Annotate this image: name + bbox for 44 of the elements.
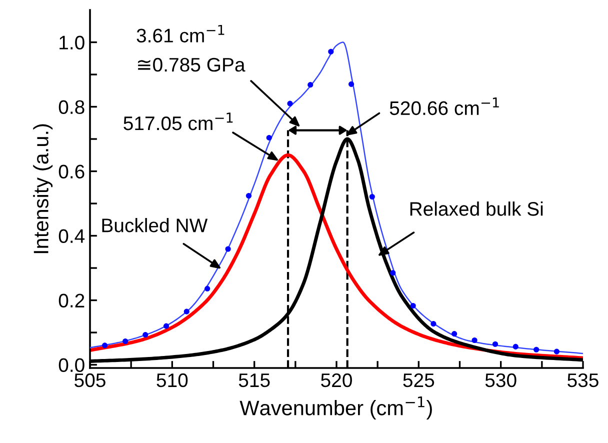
point — [410, 302, 416, 309]
x-tick-label: 525 — [403, 373, 434, 388]
point — [369, 194, 375, 200]
point — [142, 332, 148, 338]
x-tick-label: 535 — [568, 373, 598, 388]
point — [512, 344, 518, 350]
annotation: ≅0.785 GPa — [138, 58, 246, 72]
x-tick-label: 530 — [485, 373, 516, 388]
point — [472, 337, 478, 344]
point — [328, 48, 334, 54]
point — [204, 286, 210, 292]
point — [390, 270, 396, 276]
point — [246, 192, 252, 199]
annotation: 520.66 cm$^{−1}$ — [390, 98, 499, 116]
point — [554, 348, 560, 354]
point — [430, 321, 436, 327]
x-tick-label: 510 — [156, 373, 188, 388]
point — [225, 246, 231, 252]
y-tick-label: 0.0 — [58, 358, 84, 372]
annotation: Relaxed bulk Si — [410, 202, 543, 216]
point — [452, 331, 458, 337]
annotation: 517.05 cm$^{−1}$ — [124, 112, 233, 130]
y-tick-label: 1.0 — [60, 36, 84, 50]
point — [184, 308, 190, 314]
point — [348, 81, 354, 87]
point — [308, 82, 314, 88]
y-axis-title: Intensity (a.u.) — [33, 124, 53, 254]
y-tick-label: 0.8 — [58, 100, 84, 114]
point — [287, 100, 293, 106]
point — [163, 323, 170, 329]
point — [102, 342, 108, 348]
point — [534, 346, 540, 352]
x-tick-label: 520 — [321, 373, 352, 388]
x-tick-label: 515 — [238, 374, 270, 388]
point — [492, 341, 498, 347]
y-tick-label: 0.2 — [58, 294, 84, 308]
y-tick-label: 0.6 — [58, 164, 84, 178]
annotation: 3.61 cm$^{−1}$ — [136, 24, 224, 42]
x-tick-label: 505 — [74, 373, 106, 388]
point — [122, 338, 128, 344]
y-tick-label: 0.4 — [58, 229, 85, 244]
x-axis-title: Wavenumber (cm$^{−1}$) — [240, 396, 432, 420]
point — [266, 134, 272, 140]
annotation: Buckled NW — [102, 218, 208, 232]
